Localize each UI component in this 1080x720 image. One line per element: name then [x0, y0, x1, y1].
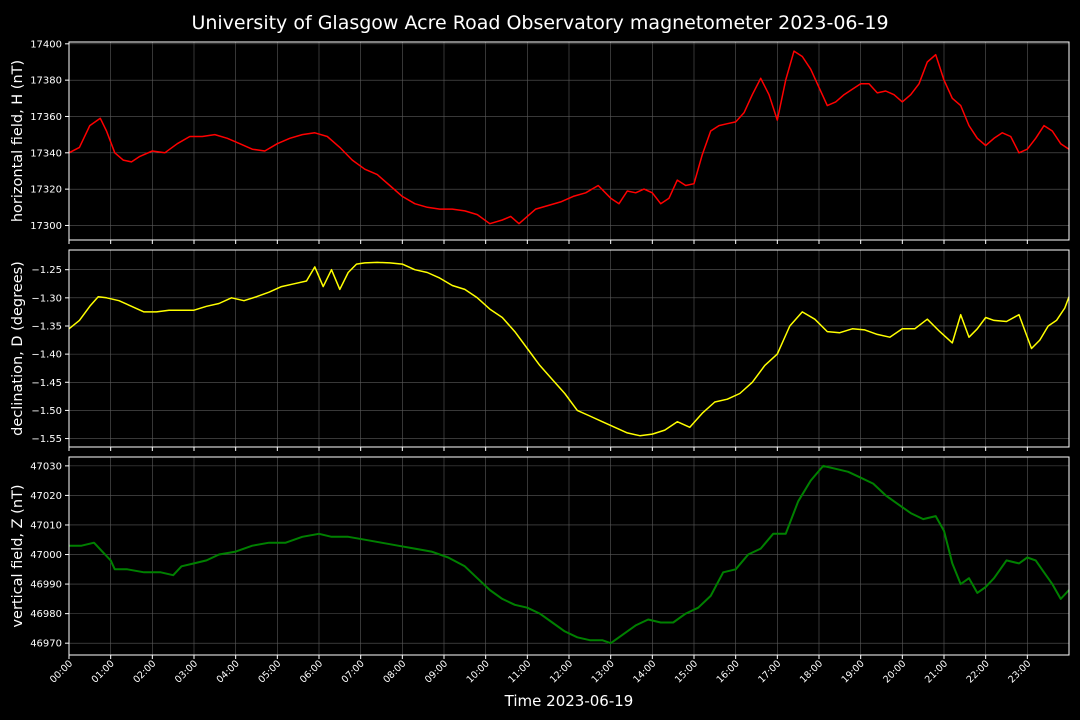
chart-title: University of Glasgow Acre Road Observat…: [191, 12, 888, 34]
y-tick-label: −1.30: [31, 293, 62, 304]
x-axis-label: Time 2023-06-19: [504, 692, 634, 710]
y-tick-label: 17400: [30, 39, 62, 50]
axes-frame: [68, 456, 1070, 656]
series-line-h: [68, 50, 1070, 225]
y-tick-label: 46970: [30, 639, 62, 650]
y-tick-label: 47020: [30, 491, 62, 502]
series-line-d: [68, 261, 1070, 437]
panel-d: −1.55 −1.50 −1.45 −1.40 −1.35 −1.30 −1.25 decli…: [10, 249, 1070, 451]
y-tick-label: 46990: [30, 580, 62, 591]
y-tick-label: 17360: [30, 112, 62, 123]
series-line-z: [69, 464, 1070, 645]
y-axis-label-h: horizontal field, H (nT): [10, 60, 26, 222]
y-tick-label: −1.25: [31, 265, 62, 276]
y-tick-label: 17340: [30, 148, 62, 159]
y-tick-label: −1.35: [31, 321, 62, 332]
y-tick-label: 47000: [30, 550, 62, 561]
y-tick-label: 17380: [30, 76, 62, 87]
y-axis-label-z: vertical field, Z (nT): [10, 484, 26, 627]
y-tick-label: 47030: [30, 461, 62, 472]
axes-frame: [68, 41, 1070, 241]
y-tick-label: 17320: [30, 185, 62, 196]
y-tick-label: −1.55: [31, 434, 62, 445]
panel-h: 17300 17320 17340 17360 17380 17400 horizontal…: [10, 39, 1070, 244]
y-tick-label: −1.50: [31, 406, 62, 417]
y-tick-label: −1.45: [31, 378, 62, 389]
y-axis-label-d: declination, D (degrees): [10, 261, 26, 436]
y-tick-label: 46980: [30, 609, 62, 620]
y-tick-label: 17300: [30, 221, 62, 232]
y-tick-label: −1.40: [31, 350, 62, 361]
y-tick-label: 47010: [30, 520, 62, 531]
axes-frame: [68, 249, 1070, 448]
